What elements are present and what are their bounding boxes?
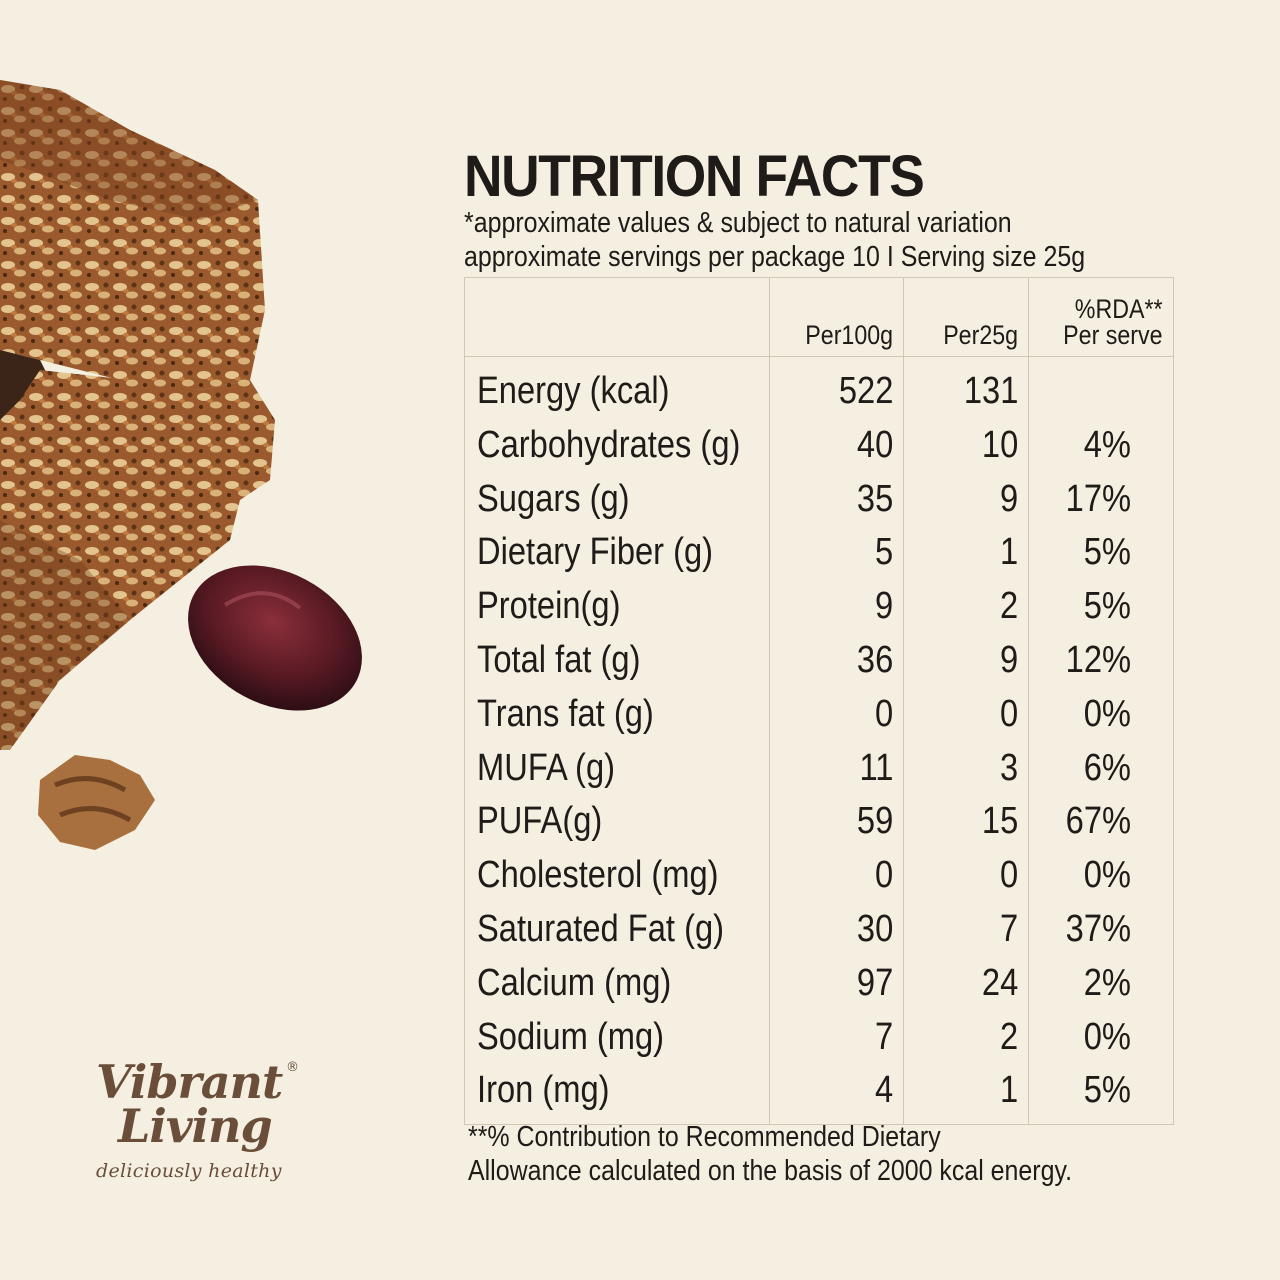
table-row: Carbohydrates (g) 40 10 4%	[464, 418, 1174, 473]
per25g-cell: 2	[903, 1010, 1029, 1065]
table-row: Total fat (g) 36 9 12%	[464, 633, 1174, 688]
granola-bar-with-date-and-walnut-icon	[0, 60, 400, 880]
per100g-cell: 59	[769, 795, 904, 850]
nutrition-facts-panel: NUTRITION FACTS *approximate values & su…	[464, 144, 1204, 1187]
rda-cell: 5%	[1028, 580, 1174, 634]
per100g-cell: 40	[769, 418, 904, 473]
table-row: Saturated Fat (g) 30 7 37%	[464, 902, 1174, 957]
rda-cell: 5%	[1028, 526, 1174, 581]
nutrient-cell: Carbohydrates (g)	[464, 418, 770, 473]
footnote-line2: Allowance calculated on the basis of 200…	[468, 1155, 1073, 1187]
rda-cell: 2%	[1028, 956, 1174, 1011]
header-rda-line2: Per serve	[1063, 320, 1163, 350]
per25g-cell: 24	[903, 956, 1029, 1011]
header-per25g: Per25g	[903, 277, 1029, 357]
rda-cell: 5%	[1028, 1064, 1174, 1126]
per100g-cell: 5	[769, 526, 904, 581]
page-title: NUTRITION FACTS	[464, 144, 925, 209]
table-row: Energy (kcal) 522 131	[464, 356, 1174, 419]
rda-footnote: **% Contribution to Recommended Dietary …	[468, 1120, 1072, 1188]
table-row: Dietary Fiber (g) 5 1 5%	[464, 526, 1174, 581]
header-rda: %RDA** Per serve	[1028, 277, 1174, 357]
per25g-cell: 7	[903, 902, 1029, 957]
per100g-cell: 0	[769, 687, 904, 742]
per25g-cell: 10	[903, 418, 1029, 473]
nutrient-cell: Saturated Fat (g)	[464, 902, 770, 957]
subtitle-variation-note: *approximate values & subject to natural…	[464, 207, 1012, 239]
header-nutrient	[464, 277, 770, 357]
table-row: Trans fat (g) 0 0 0%	[464, 687, 1174, 742]
nutrient-cell: Dietary Fiber (g)	[464, 526, 770, 581]
per25g-cell: 1	[903, 1064, 1029, 1126]
per100g-cell: 36	[769, 633, 904, 688]
per100g-cell: 522	[769, 356, 904, 419]
per25g-cell: 9	[903, 472, 1029, 527]
nutrient-cell: Energy (kcal)	[464, 356, 770, 419]
brand-name-line1: Vibrant	[96, 1055, 283, 1109]
nutrient-cell: PUFA(g)	[464, 795, 770, 850]
rda-cell: 0%	[1028, 1010, 1174, 1065]
nutrient-cell: MUFA (g)	[464, 741, 770, 796]
brand-name-line2: Living	[118, 1099, 273, 1153]
subtitle-serving-info: approximate servings per package 10 I Se…	[464, 241, 1086, 273]
per100g-cell: 0	[769, 849, 904, 903]
rda-cell: 37%	[1028, 902, 1174, 957]
rda-cell: 17%	[1028, 472, 1174, 527]
per25g-cell: 0	[903, 687, 1029, 742]
rda-cell: 4%	[1028, 418, 1174, 473]
per100g-cell: 35	[769, 472, 904, 527]
rda-cell: 12%	[1028, 633, 1174, 688]
rda-cell: 0%	[1028, 849, 1174, 903]
footnote-line1: **% Contribution to Recommended Dietary	[468, 1121, 941, 1153]
brand-tagline: deliciously healthy	[96, 1160, 282, 1182]
nutrition-table: Per100g Per25g %RDA** Per serve Energy (…	[464, 277, 1174, 1126]
nutrient-cell: Iron (mg)	[464, 1064, 770, 1126]
per100g-cell: 7	[769, 1010, 904, 1065]
brand-logo: Vibrant Living ® deliciously healthy	[96, 1055, 316, 1182]
per100g-cell: 11	[769, 741, 904, 796]
table-row: Protein(g) 9 2 5%	[464, 580, 1174, 634]
per100g-cell: 4	[769, 1064, 904, 1126]
per100g-cell: 30	[769, 902, 904, 957]
table-row: MUFA (g) 11 3 6%	[464, 741, 1174, 796]
nutrient-cell: Calcium (mg)	[464, 956, 770, 1011]
nutrient-cell: Trans fat (g)	[464, 687, 770, 742]
rda-cell: 67%	[1028, 795, 1174, 850]
per25g-cell: 1	[903, 526, 1029, 581]
rda-cell: 0%	[1028, 687, 1174, 742]
table-row: Iron (mg) 4 1 5%	[464, 1064, 1174, 1126]
rda-cell: 6%	[1028, 741, 1174, 796]
nutrient-cell: Sugars (g)	[464, 472, 770, 527]
table-row: Cholesterol (mg) 0 0 0%	[464, 849, 1174, 903]
header-per100g: Per100g	[769, 277, 904, 357]
per25g-cell: 0	[903, 849, 1029, 903]
table-row: PUFA(g) 59 15 67%	[464, 795, 1174, 850]
per25g-cell: 15	[903, 795, 1029, 850]
per25g-cell: 3	[903, 741, 1029, 796]
per25g-cell: 2	[903, 580, 1029, 634]
table-row: Sodium (mg) 7 2 0%	[464, 1010, 1174, 1065]
nutrient-cell: Sodium (mg)	[464, 1010, 770, 1065]
nutrient-cell: Protein(g)	[464, 580, 770, 634]
table-header-row: Per100g Per25g %RDA** Per serve	[464, 277, 1174, 357]
table-row: Sugars (g) 35 9 17%	[464, 472, 1174, 527]
nutrient-cell: Cholesterol (mg)	[464, 849, 770, 903]
per100g-cell: 9	[769, 580, 904, 634]
per100g-cell: 97	[769, 956, 904, 1011]
per25g-cell: 9	[903, 633, 1029, 688]
rda-cell	[1028, 356, 1174, 419]
per25g-cell: 131	[903, 356, 1029, 419]
table-row: Calcium (mg) 97 24 2%	[464, 956, 1174, 1011]
header-rda-line1: %RDA**	[1075, 294, 1163, 324]
registered-mark: ®	[286, 1060, 299, 1075]
nutrient-cell: Total fat (g)	[464, 633, 770, 688]
